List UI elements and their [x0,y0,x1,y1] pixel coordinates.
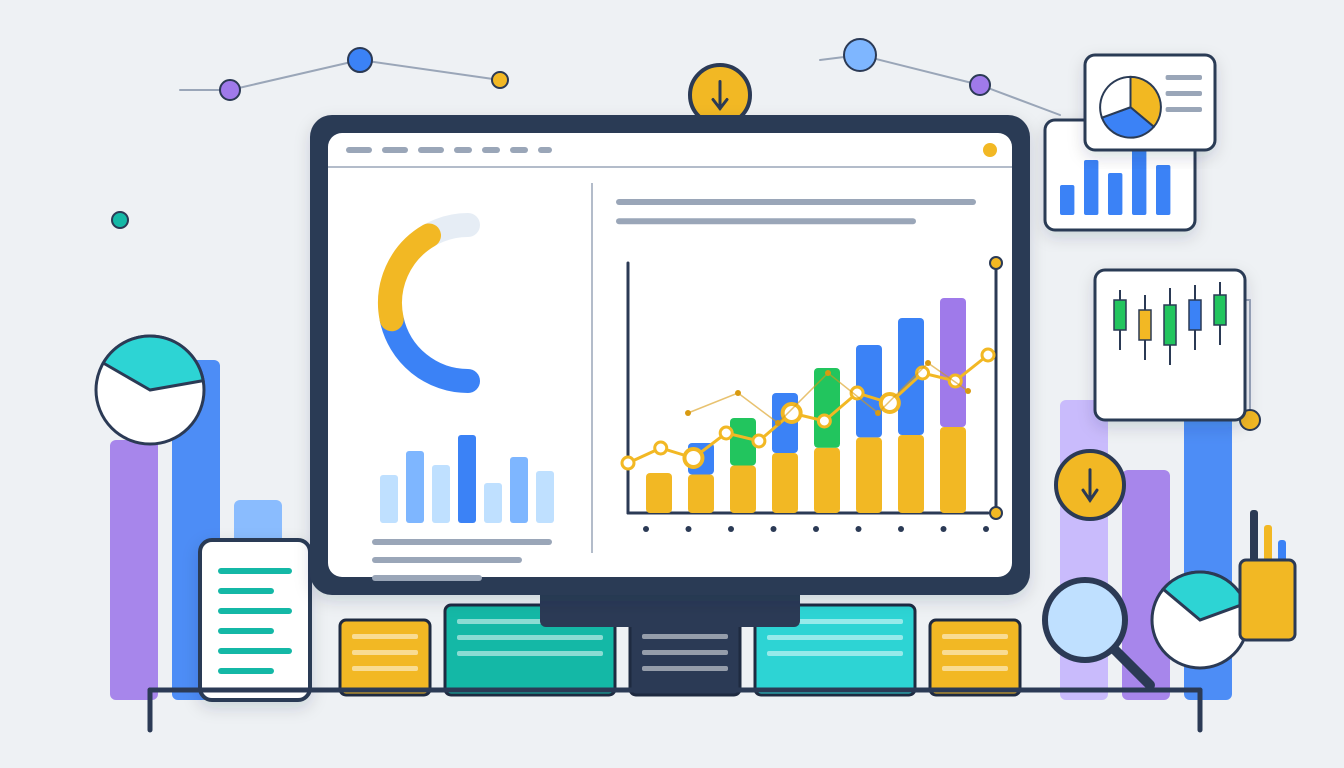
node-dot [970,75,990,95]
scatter-dot [825,370,831,376]
node-dot [220,80,240,100]
trend-marker [818,415,830,427]
mini-bar [432,465,450,523]
trend-marker [684,449,702,467]
chart-bar-lower [688,475,714,514]
chart-bar-lower [856,437,882,513]
trend-marker [720,427,732,439]
trend-marker [982,349,994,361]
mini-bar [380,475,398,523]
axis-dot [643,526,649,532]
titlebar-dash [418,147,444,153]
mini-bar [406,451,424,523]
tablet-textline [218,588,274,594]
desk-block [340,620,430,695]
pencil-cup [1240,560,1295,640]
axis-dot [728,526,734,532]
window-dot [983,143,997,157]
mini-bar [536,471,554,523]
axis-dot [898,526,904,532]
node-dot [492,72,508,88]
axis-dot [941,526,947,532]
trend-marker [655,442,667,454]
axis-dot [686,526,692,532]
tablet-textline [218,568,292,574]
chart-bar-lower [814,448,840,513]
connector-line [860,55,980,85]
titlebar-dash [510,147,528,153]
trend-marker [622,457,634,469]
chart-bar-lower [730,466,756,514]
titlebar-dash [382,147,408,153]
node-dot [844,39,876,71]
titlebar-dash [538,147,552,153]
candlestick-chart [1095,270,1245,420]
titlebar-dash [482,147,500,153]
axis-dot [983,526,989,532]
scatter-dot [735,390,741,396]
trend-marker [881,394,899,412]
scatter-dot [965,388,971,394]
tablet-textline [218,668,274,674]
desk-block [930,620,1020,695]
mini-bar [458,435,476,523]
scatter-dot [925,360,931,366]
axis-dot [813,526,819,532]
header-line [616,199,976,205]
axis-dot [771,526,777,532]
connector-line [360,60,500,80]
scatter-dot [685,410,691,416]
chart-bar-lower [898,435,924,513]
connector-line [980,85,1060,115]
mini-bar [484,483,502,523]
trend-marker [753,435,765,447]
chart-bar [646,473,672,513]
tablet-textline [218,608,292,614]
connector-line [230,60,360,90]
chart-bar-upper [940,298,966,427]
axis-dot [856,526,862,532]
trend-marker [783,404,801,422]
chart-bar-lower [772,453,798,513]
titlebar-dash [346,147,372,153]
node-dot [112,212,128,228]
chart-bar-lower [940,427,966,513]
scatter-dot [875,410,881,416]
desk-block [630,620,740,695]
scatter-dot [775,420,781,426]
mini-bar [510,457,528,523]
text-line [372,557,522,563]
text-line [372,575,482,581]
bg-bar [110,440,158,700]
header-line [616,218,916,224]
text-line [372,539,552,545]
titlebar-dash [454,147,472,153]
tablet-device [200,540,310,700]
tablet-textline [218,628,274,634]
node-dot [348,48,372,72]
doc-card [1085,55,1215,150]
infographic-canvas [0,0,1344,768]
tablet-textline [218,648,292,654]
